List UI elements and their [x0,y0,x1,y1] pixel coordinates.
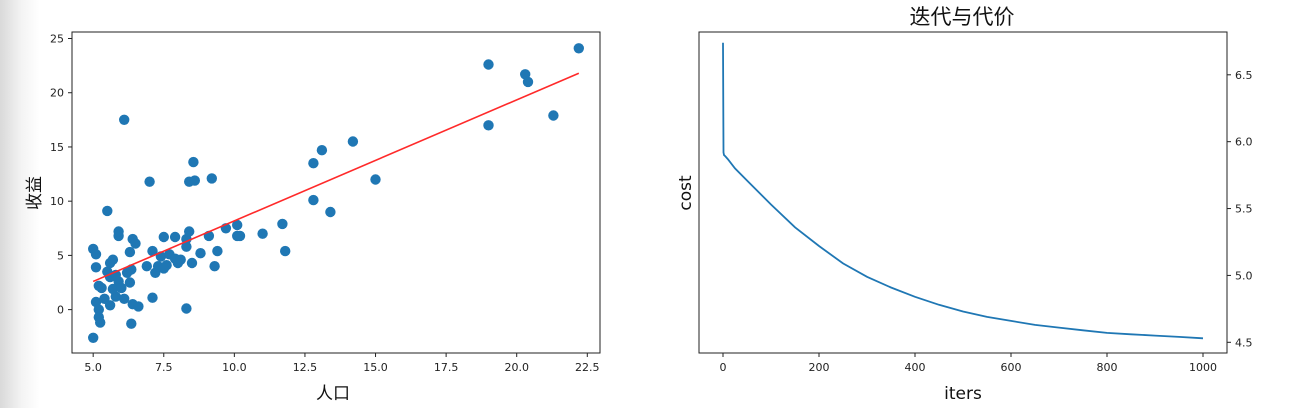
cost-chart-title: 迭代与代价 [910,5,1015,29]
data-point [212,245,223,257]
x-tick-label: 20.0 [504,361,529,374]
x-tick-label: 0 [720,361,727,374]
data-point [126,318,137,329]
data-point [548,110,559,121]
data-point [232,219,243,231]
data-point [325,206,336,218]
scatter-chart: 5.0 7.5 10.0 12.5 15.0 17.5 20.0 22.5 0 5 10 15 20 2… [25,31,601,404]
data-point [133,301,144,312]
x-tick-label: 7.5 [155,361,173,374]
y-tick-label: 5.5 [1235,203,1253,216]
y-tick-label: 5 [57,249,64,262]
x-tick-label: 15.0 [363,361,388,374]
data-point [188,156,199,168]
data-point [141,261,152,272]
data-point [124,277,136,288]
data-point [90,262,102,273]
data-point [107,254,119,265]
y-tick-label: 10 [50,195,64,208]
y-tick-label: 5.0 [1235,269,1253,282]
data-point [522,76,534,88]
data-point [130,238,141,249]
x-tick-label: 200 [809,361,830,374]
x-tick-label: 12.5 [293,361,318,374]
x-tick-label: 800 [1097,361,1118,374]
cost-y-ticks: 4.5 5.0 5.5 6.0 6.5 [1227,69,1253,349]
fit-line [92,72,580,283]
cost-line-chart: 迭代与代价 0 200 400 600 800 1000 4.55.05.56.06.5 … [676,5,1253,404]
data-point [144,176,155,187]
data-point [147,292,158,303]
scatter-plot-area [71,31,601,354]
data-point [280,245,291,257]
cost-plot-area [698,31,1228,354]
x-tick-label: 5.0 [84,361,102,374]
data-point [347,136,359,147]
scatter-y-axis-label: 收益 [25,176,45,210]
y-tick-label: 4.5 [1235,336,1253,349]
data-point [116,282,127,294]
data-point [93,304,105,315]
x-tick-label: 17.5 [434,361,459,374]
data-point [370,174,381,185]
x-tick-label: 400 [905,361,926,374]
data-point [95,317,106,328]
cost-y-axis-label: cost [676,175,696,211]
data-point [308,158,319,169]
data-point [96,282,107,294]
y-tick-label: 20 [50,87,64,100]
data-point [181,303,192,314]
scatter-x-axis-label: 人口 [316,384,350,404]
data-point [308,194,319,206]
data-point [483,120,494,131]
data-point [113,226,124,237]
data-point [147,245,158,257]
scatter-points [88,43,584,343]
data-point [206,173,217,184]
data-point [88,332,99,343]
data-point [195,248,206,259]
data-point [257,228,268,239]
data-point [184,226,195,237]
data-point [119,293,130,304]
x-tick-label: 10.0 [222,361,247,374]
cost-x-axis-label: iters [944,384,982,404]
y-tick-label: 25 [50,33,64,46]
y-tick-label: 6.0 [1235,136,1253,149]
data-point [102,205,113,217]
data-point [209,261,220,272]
y-tick-label: 0 [57,304,64,317]
data-point [189,175,200,186]
data-point [107,283,119,295]
data-point [573,43,584,54]
y-tick-label: 6.5 [1235,69,1253,82]
data-point [234,230,246,242]
x-tick-label: 22.5 [575,361,600,374]
data-point [316,145,328,156]
data-point [186,257,198,269]
cost-series-line [722,42,1204,340]
data-point [277,218,288,230]
x-tick-label: 600 [1001,361,1022,374]
data-point [90,249,102,260]
x-tick-label: 1000 [1189,361,1217,374]
cost-x-ticks: 0 200 400 600 800 1000 [720,353,1217,374]
data-point [483,59,494,70]
data-point [181,241,192,252]
y-tick-label: 15 [50,141,64,154]
data-point [104,300,116,311]
data-point [124,246,136,258]
data-point [119,114,130,126]
scatter-y-ticks: 0 5 10 15 20 25 [50,33,72,317]
scatter-x-ticks: 5.0 7.5 10.0 12.5 15.0 17.5 20.0 22.5 [84,353,600,374]
data-point [175,254,186,265]
data-point [169,231,181,243]
data-point [158,263,169,274]
data-point [158,231,169,243]
